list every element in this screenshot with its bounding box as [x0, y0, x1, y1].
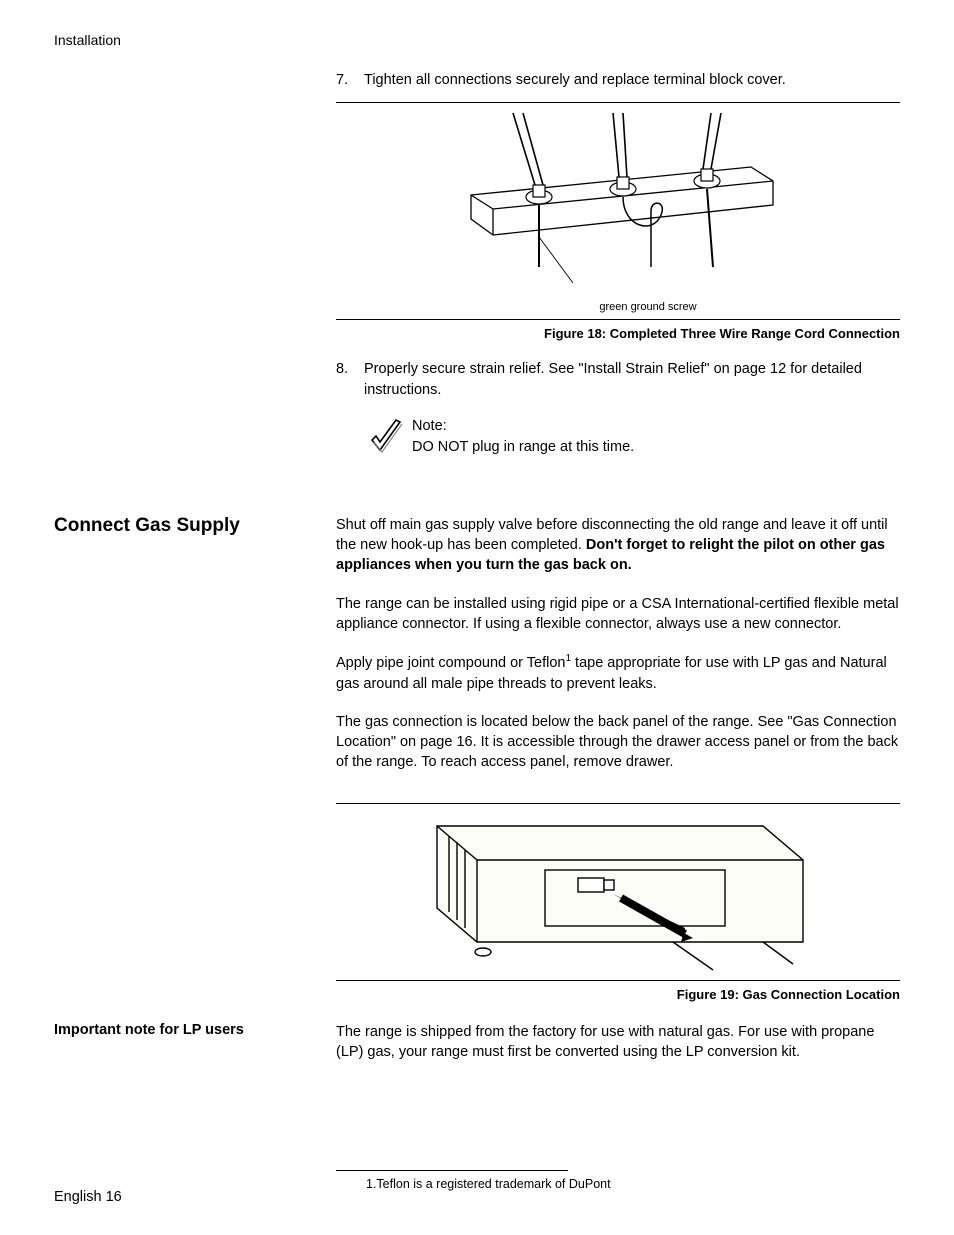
wire-connection-diagram: [453, 107, 783, 297]
gas-p2: The range can be installed using rigid p…: [336, 594, 900, 635]
diagram-label: green ground screw: [396, 301, 900, 313]
step-7: 7. Tighten all connections securely and …: [336, 70, 900, 90]
note-heading: Note:: [412, 416, 634, 437]
step-8: 8. Properly secure strain relief. See "I…: [336, 359, 900, 400]
page-footer: English 16: [54, 1189, 122, 1205]
footnote-rule: [336, 1170, 568, 1171]
gas-connection-diagram: [423, 812, 813, 972]
gas-p4: The gas connection is located below the …: [336, 712, 900, 773]
figure-18-caption: Figure 18: Completed Three Wire Range Co…: [336, 326, 900, 341]
step-number: 7.: [336, 70, 364, 90]
gas-p3a: Apply pipe joint compound or Teflon: [336, 655, 565, 671]
lp-note-heading: Important note for LP users: [54, 1022, 318, 1038]
footnote-text: 1.Teflon is a registered trademark of Du…: [366, 1177, 900, 1191]
section-heading: Connect Gas Supply: [54, 515, 318, 537]
note-block: Note: DO NOT plug in range at this time.: [366, 416, 900, 463]
step-text: Tighten all connections securely and rep…: [364, 70, 900, 90]
note-body: DO NOT plug in range at this time.: [412, 437, 634, 458]
figure-19-box: [336, 803, 900, 981]
figure-19-caption: Figure 19: Gas Connection Location: [336, 987, 900, 1002]
step-text: Properly secure strain relief. See "Inst…: [364, 359, 900, 400]
gas-p3: Apply pipe joint compound or Teflon1 tap…: [336, 652, 900, 693]
lp-note-text: The range is shipped from the factory fo…: [336, 1022, 900, 1063]
gas-p1: Shut off main gas supply valve before di…: [336, 515, 900, 576]
checkmark-icon: [366, 416, 408, 463]
page-header: Installation: [54, 32, 900, 48]
step-number: 8.: [336, 359, 364, 400]
figure-18-box: green ground screw: [336, 102, 900, 320]
